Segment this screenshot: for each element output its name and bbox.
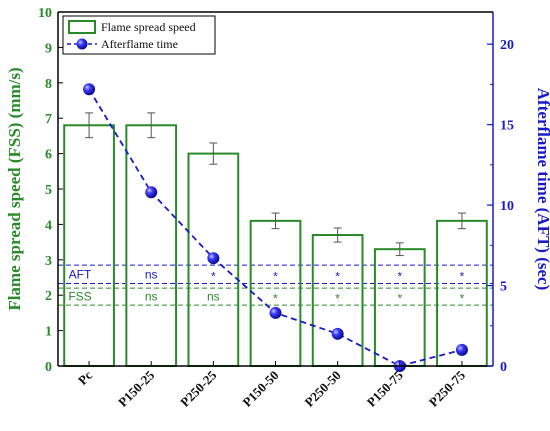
sig-mark-fss-P250-50: *	[335, 292, 340, 306]
right-tick-label-5: 5	[500, 280, 507, 295]
left-tick-label-2: 2	[45, 289, 52, 304]
bars	[63, 112, 488, 367]
afterflame-point-P250-50	[331, 327, 344, 340]
legend-swatch-marker	[76, 38, 88, 50]
left-tick-label-9: 9	[45, 41, 52, 56]
left-tick-label-6: 6	[45, 148, 52, 163]
sig-mark-fss-P250-25: ns	[207, 290, 220, 304]
legend-label-bar: Flame spread speed	[101, 20, 196, 34]
x-tick-label-P250-50: P250-50	[301, 368, 343, 410]
sig-row-label-aft: AFT	[69, 267, 92, 281]
bar-P150-75	[373, 248, 426, 367]
legend-swatch-bar	[68, 20, 96, 34]
sig-mark-fss-P250-75: *	[460, 292, 465, 306]
axes: 0 1 2 3 4 5 6 7 8 9 10 0 5 10 15 20 Pc P150-25 P250-25 P150…	[38, 6, 514, 410]
right-tick-label-20: 20	[500, 38, 514, 53]
legend: Flame spread speed Afterflame time	[62, 15, 216, 55]
sig-mark-aft-P250-75: *	[460, 269, 465, 283]
afterflame-point-P150-25	[145, 186, 158, 199]
sig-mark-aft-P150-50: *	[273, 269, 278, 283]
legend-label-line: Afterflame time	[101, 37, 178, 51]
sig-mark-aft-P250-25: *	[211, 269, 216, 283]
sig-mark-fss-P150-25: ns	[145, 290, 158, 304]
left-tick-label-5: 5	[45, 183, 52, 198]
left-tick-label-0: 0	[45, 360, 52, 375]
significance-lines: AFT ns * * * * * FSS ns ns * * * *	[58, 264, 493, 306]
right-tick-label-0: 0	[500, 360, 507, 375]
bar-P150-25	[125, 124, 178, 367]
left-tick-label-1: 1	[45, 325, 52, 340]
x-tick-label-P150-25: P150-25	[115, 367, 158, 410]
legend-box	[62, 15, 216, 55]
afterflame-line	[83, 83, 468, 372]
sig-mark-fss-P150-75: *	[397, 292, 402, 306]
left-tick-label-4: 4	[45, 218, 52, 233]
sig-mark-aft-P150-25: ns	[145, 267, 158, 281]
afterflame-point-P250-25	[207, 252, 220, 265]
afterflame-point-P250-75	[455, 343, 468, 356]
left-tick-label-10: 10	[38, 6, 52, 21]
x-tick-label-P250-25: P250-25	[177, 367, 220, 410]
axis-labels: Flame spread speed (FSS) (mm/s) Afterflam…	[5, 67, 550, 310]
x-tick-label-P150-50: P150-50	[239, 368, 281, 410]
x-tick-label-Pc: Pc	[75, 367, 95, 387]
sig-mark-aft-P250-50: *	[335, 269, 340, 283]
x-tick-label-P250-75: P250-75	[426, 367, 469, 410]
x-tick-label-P150-75: P150-75	[364, 367, 407, 410]
y-axis-label-right: Afterflame time (AFT) (sec)	[534, 88, 550, 290]
bar-Pc	[63, 124, 115, 367]
afterflame-point-Pc	[83, 83, 96, 96]
right-tick-label-10: 10	[500, 199, 514, 214]
left-tick-label-7: 7	[45, 112, 52, 127]
left-tick-label-8: 8	[45, 77, 52, 92]
y-axis-label-left: Flame spread speed (FSS) (mm/s)	[5, 67, 24, 310]
sig-mark-aft-P150-75: *	[397, 269, 402, 283]
sig-row-label-fss: FSS	[68, 290, 91, 304]
sig-mark-fss-P150-50: *	[273, 292, 278, 306]
afterflame-point-P150-50	[269, 306, 282, 319]
right-tick-label-15: 15	[500, 119, 514, 134]
left-tick-label-3: 3	[45, 254, 52, 269]
